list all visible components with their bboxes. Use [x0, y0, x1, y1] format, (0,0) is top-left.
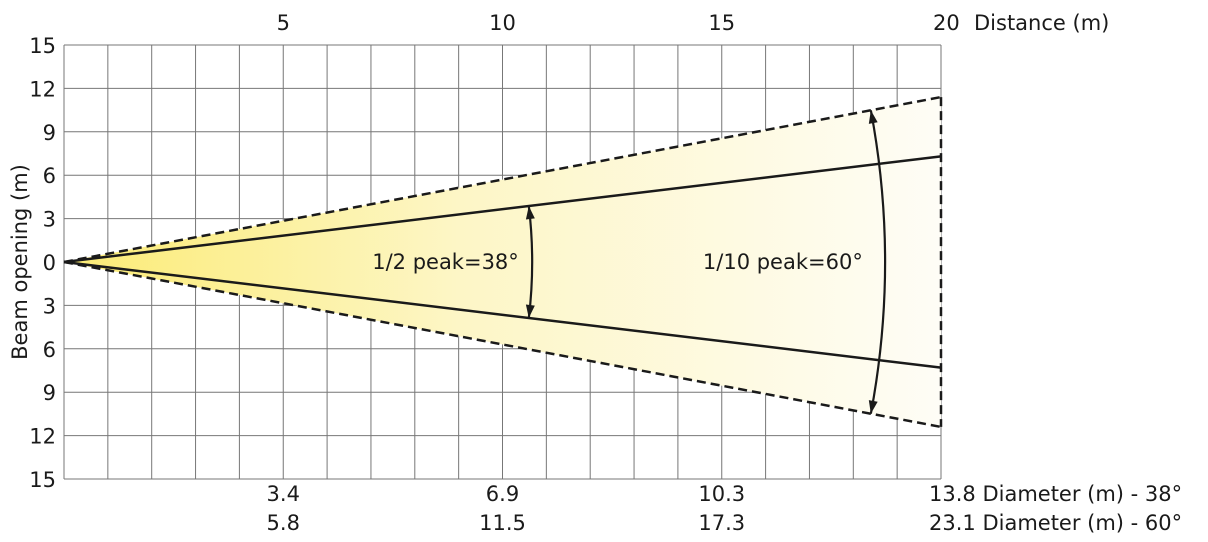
diameter-value: 13.8 Diameter (m) - 38°	[929, 482, 1182, 506]
annotation-38: 1/2 peak=38°	[372, 250, 519, 274]
diameter-value: 17.3	[698, 511, 745, 535]
y-tick-label: 9	[43, 381, 56, 405]
y-tick-label: 0	[43, 251, 56, 275]
x-tick-label: 20	[933, 11, 960, 35]
beam-edge-38-upper	[63, 155, 942, 264]
diameter-value: 6.9	[486, 482, 519, 506]
y-tick-label: 9	[43, 121, 56, 145]
y-tick-label: 15	[29, 34, 56, 58]
arrowhead	[525, 304, 535, 318]
arrowhead	[868, 110, 878, 124]
y-tick-label: 15	[29, 468, 56, 492]
y-tick-label: 6	[43, 164, 56, 188]
y-tick-label: 3	[43, 208, 56, 232]
annotations: 1/2 peak=38° 1/10 peak=60°	[372, 250, 863, 274]
diameter-value: 10.3	[698, 482, 745, 506]
diameter-value: 5.8	[267, 511, 300, 535]
diameter-value: 3.4	[267, 482, 300, 506]
diameter-value: 11.5	[479, 511, 526, 535]
beam-edge-38-lower	[63, 260, 942, 369]
x-tick-label: 5	[277, 11, 290, 35]
beam-cone	[63, 95, 943, 429]
diameter-row-label: Diameter (m) - 38°	[976, 482, 1182, 506]
beam-edge-60-lower	[63, 260, 942, 429]
y-tick-label: 3	[43, 294, 56, 318]
y-tick-labels: 15 12 9 6 3 0 3 6 9 12 15	[29, 34, 56, 492]
beam-edge-60-upper	[63, 95, 942, 264]
x-tick-label: 15	[708, 11, 735, 35]
annotation-60: 1/10 peak=60°	[703, 250, 863, 274]
arrowhead	[868, 400, 878, 414]
x-axis-title: Distance (m)	[974, 11, 1109, 35]
diameter-row-label: Diameter (m) - 60°	[976, 511, 1182, 535]
angle-arc	[869, 110, 886, 414]
x-tick-label: 10	[489, 11, 516, 35]
y-tick-label: 12	[29, 77, 56, 101]
diameter-value: 23.1 Diameter (m) - 60°	[929, 511, 1182, 535]
beam-fill	[64, 97, 941, 427]
arrowhead	[525, 206, 535, 220]
y-tick-label: 6	[43, 338, 56, 362]
x-tick-labels: 5 10 15 20	[277, 11, 960, 35]
y-axis-title: Beam opening (m)	[8, 164, 32, 360]
y-tick-label: 12	[29, 425, 56, 449]
diameter-rows: 3.4 6.9 10.3 13.8 Diameter (m) - 38° 5.8 11.5…	[267, 482, 1183, 535]
